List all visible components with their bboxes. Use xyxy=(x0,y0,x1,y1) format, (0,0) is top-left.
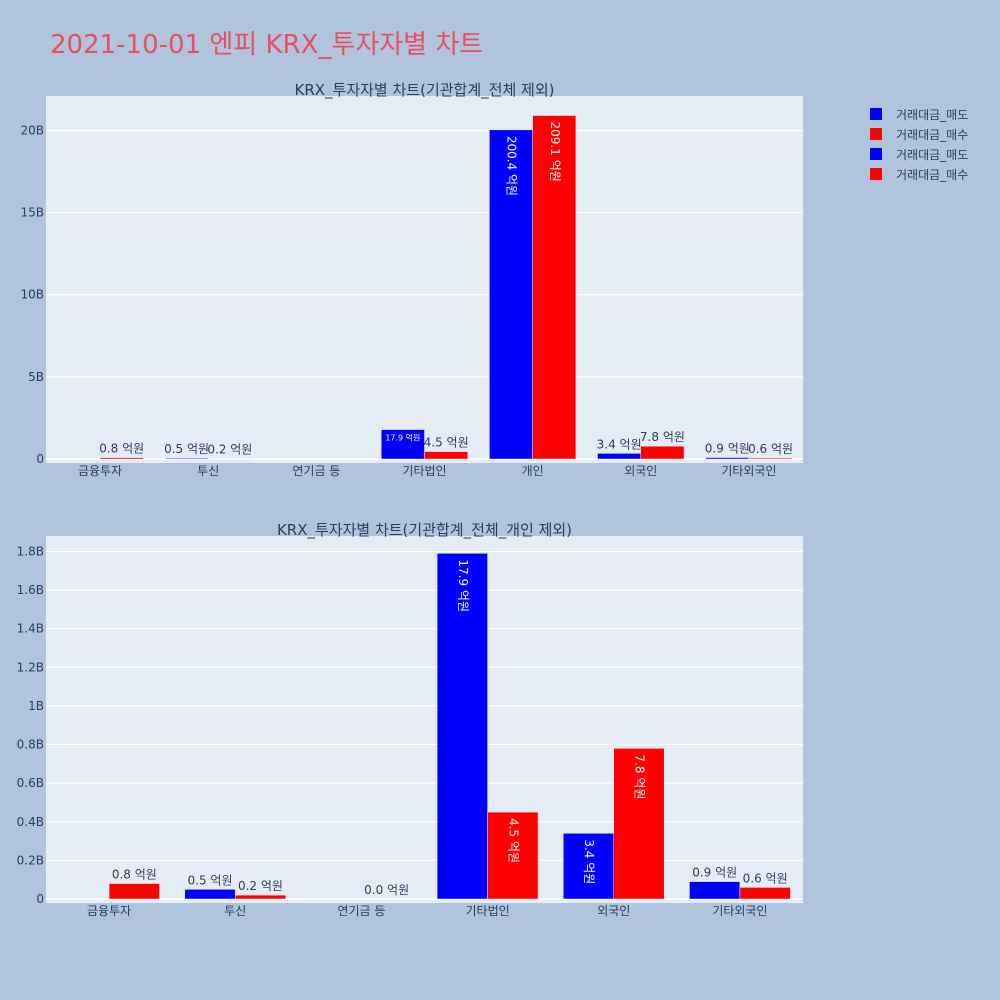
x-tick-label: 금융투자 xyxy=(78,464,122,478)
y-tick-label: 5B xyxy=(28,370,44,384)
y-tick-label: 1.2B xyxy=(17,660,44,674)
data-label: 0.0 억원 xyxy=(364,883,409,897)
legend-label: 거래대금_매수 xyxy=(896,127,969,142)
bar-buy xyxy=(235,894,286,900)
bar-sell xyxy=(705,457,750,460)
x-tick-label: 투신 xyxy=(224,904,246,918)
y-tick-label: 1.6B xyxy=(17,583,44,597)
legend-swatch-sell xyxy=(870,148,882,160)
data-label: 209.1 억원 xyxy=(548,122,562,182)
bar-sell xyxy=(436,553,488,900)
bar-buy xyxy=(532,115,577,460)
bar-sell xyxy=(164,457,209,460)
data-label: 0.9 억원 xyxy=(705,442,750,456)
data-label: 0.8 억원 xyxy=(99,442,144,456)
y-tick-label: 0 xyxy=(36,452,44,466)
y-tick-label: 1B xyxy=(28,699,44,713)
bar-buy xyxy=(739,887,791,900)
chart-excluding-individuals: 0 0.2B 0.4B 0.6B 0.8B 1B 1.2B 1.4B 1.6B 1.8B KRX_투… xyxy=(17,521,803,918)
x-tick-label: 기타외국인 xyxy=(712,904,767,918)
legend-swatch-sell xyxy=(870,108,882,120)
y-tick-label: 0 xyxy=(36,892,44,906)
data-label: 200.4 억원 xyxy=(505,136,519,196)
x-tick-label: 개인 xyxy=(522,464,544,478)
data-label: 3.4 억원 xyxy=(582,839,596,884)
y-tick-label: 0.4B xyxy=(17,815,44,829)
legend-item[interactable]: 거래대금_매도 xyxy=(870,144,968,164)
legend[interactable]: 거래대금_매도 거래대금_매수 거래대금_매도 거래대금_매수 xyxy=(870,104,968,184)
data-label: 7.8 억원 xyxy=(640,430,685,444)
y-tick-label: 1.8B xyxy=(17,544,44,558)
x-tick-label: 금융투자 xyxy=(87,904,131,918)
y-tick-label: 0.8B xyxy=(17,738,44,752)
y-tick-label: 1.4B xyxy=(17,622,44,636)
plot-area xyxy=(46,536,803,903)
bar-sell xyxy=(597,453,642,460)
legend-item[interactable]: 거래대금_매수 xyxy=(870,124,968,144)
bar-buy xyxy=(613,748,665,900)
legend-item[interactable]: 거래대금_매도 xyxy=(870,104,968,124)
x-tick-label: 외국인 xyxy=(597,904,630,918)
x-tick-label: 투신 xyxy=(197,464,219,478)
bar-buy xyxy=(748,457,793,460)
bar-sell xyxy=(563,833,614,900)
data-label: 0.6 억원 xyxy=(748,442,793,456)
x-tick-label: 기타법인 xyxy=(465,904,509,918)
x-tick-label: 기타외국인 xyxy=(721,464,776,478)
data-label: 0.6 억원 xyxy=(743,871,788,885)
bar-buy xyxy=(424,451,469,460)
legend-label: 거래대금_매도 xyxy=(896,147,969,162)
data-label: 0.2 억원 xyxy=(238,879,283,893)
bar-sell xyxy=(489,129,533,460)
data-label: 0.2 억원 xyxy=(207,443,252,457)
legend-label: 거래대금_매도 xyxy=(896,107,969,122)
legend-swatch-buy xyxy=(870,128,882,140)
bar-buy xyxy=(487,811,539,900)
chart-title: KRX_투자자별 차트(기관합계_전체_개인 제외) xyxy=(277,521,572,540)
data-label: 0.5 억원 xyxy=(164,442,209,456)
bar-sell xyxy=(689,881,741,900)
data-label: 17.9 억원 xyxy=(456,559,470,612)
bar-sell xyxy=(184,889,236,900)
y-tick-label: 10B xyxy=(20,288,44,302)
x-tick-label: 외국인 xyxy=(624,464,657,478)
y-tick-label: 0.2B xyxy=(17,853,44,867)
page-title: 2021-10-01 엔피 KRX_투자자별 차트 xyxy=(50,30,484,60)
y-tick-label: 20B xyxy=(20,123,44,137)
bar-buy xyxy=(640,445,685,460)
data-label: 7.8 억원 xyxy=(632,754,646,799)
x-tick-label: 기타법인 xyxy=(402,464,446,478)
data-label: 0.9 억원 xyxy=(692,866,737,880)
x-tick-label: 연기금 등 xyxy=(337,904,385,918)
data-label: 3.4 억원 xyxy=(597,437,642,451)
data-label: 17.9 억원 xyxy=(385,433,420,443)
chart-all-investors: 0 5B 10B 15B 20B KRX_투자자별 차트(기관합계_전체 제외) 금융투자 0… xyxy=(20,81,803,478)
bar-buy xyxy=(99,457,144,460)
chart-title: KRX_투자자별 차트(기관합계_전체 제외) xyxy=(295,81,555,100)
bar-buy xyxy=(108,883,160,900)
data-label: 4.5 억원 xyxy=(506,818,520,863)
y-tick-label: 0.6B xyxy=(17,776,44,790)
data-label: 0.5 억원 xyxy=(188,873,233,887)
bar-sell xyxy=(380,429,425,460)
legend-item[interactable]: 거래대금_매수 xyxy=(870,164,968,184)
plot-area xyxy=(46,96,803,463)
y-tick-label: 15B xyxy=(20,206,44,220)
legend-label: 거래대금_매수 xyxy=(896,167,969,182)
data-label: 4.5 억원 xyxy=(424,436,469,450)
legend-swatch-buy xyxy=(870,168,882,180)
x-tick-label: 연기금 등 xyxy=(292,464,340,478)
data-label: 0.8 억원 xyxy=(112,868,157,882)
